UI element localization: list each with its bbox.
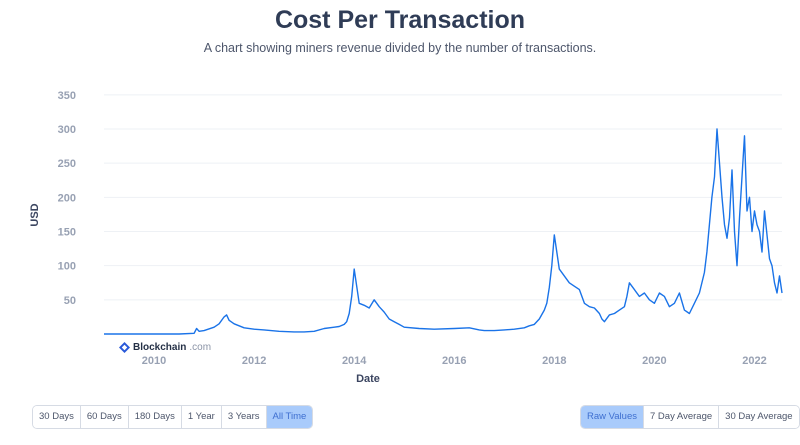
y-tick-label: 150 — [58, 227, 76, 239]
series-line — [104, 128, 783, 335]
y-tick-label: 300 — [58, 124, 76, 136]
y-tick-label: 50 — [64, 295, 76, 307]
raw-values-button[interactable]: Raw Values — [581, 406, 644, 428]
y-tick-label: 250 — [58, 158, 76, 170]
blockchain-logo: Blockchain .com — [119, 342, 211, 353]
7-day-average-button[interactable]: 7 Day Average — [644, 406, 720, 428]
y-axis-label: USD — [29, 203, 41, 226]
brand-name: Blockchain — [133, 342, 187, 353]
grid-layer — [104, 94, 782, 301]
x-tick-label: 2020 — [642, 355, 666, 367]
y-axis-ticks: 50 100 150 200 250 300 350 — [58, 90, 76, 307]
30-day-average-button[interactable]: 30 Day Average — [719, 406, 799, 428]
y-tick-label: 200 — [58, 192, 76, 204]
x-axis-ticks: 2010 2012 2014 2016 2018 2020 2022 — [142, 355, 767, 367]
range-1-year-button[interactable]: 1 Year — [181, 406, 222, 428]
range-180-days-button[interactable]: 180 Days — [128, 406, 182, 428]
smoothing-selector: Raw Values 7 Day Average 30 Day Average — [580, 405, 800, 429]
x-tick-label: 2014 — [342, 355, 367, 367]
brand-domain: .com — [189, 342, 212, 353]
x-tick-label: 2016 — [442, 355, 466, 367]
chart-subtitle: A chart showing miners revenue divided b… — [203, 41, 597, 55]
x-axis-label: Date — [356, 373, 380, 385]
chart-title: Cost Per Transaction — [274, 6, 526, 34]
range-30-days-button[interactable]: 30 Days — [33, 406, 81, 428]
x-tick-label: 2012 — [242, 355, 266, 367]
x-tick-label: 2022 — [742, 355, 766, 367]
y-tick-label: 350 — [58, 90, 76, 102]
x-tick-label: 2018 — [542, 355, 566, 367]
y-tick-label: 100 — [58, 261, 76, 273]
x-tick-label: 2010 — [142, 355, 166, 367]
range-3-years-button[interactable]: 3 Years — [221, 406, 267, 428]
blockchain-logo-icon — [119, 342, 130, 353]
range-all-time-button[interactable]: All Time — [266, 406, 313, 428]
range-60-days-button[interactable]: 60 Days — [80, 406, 129, 428]
time-range-selector: 30 Days 60 Days 180 Days 1 Year 3 Years … — [32, 405, 314, 429]
